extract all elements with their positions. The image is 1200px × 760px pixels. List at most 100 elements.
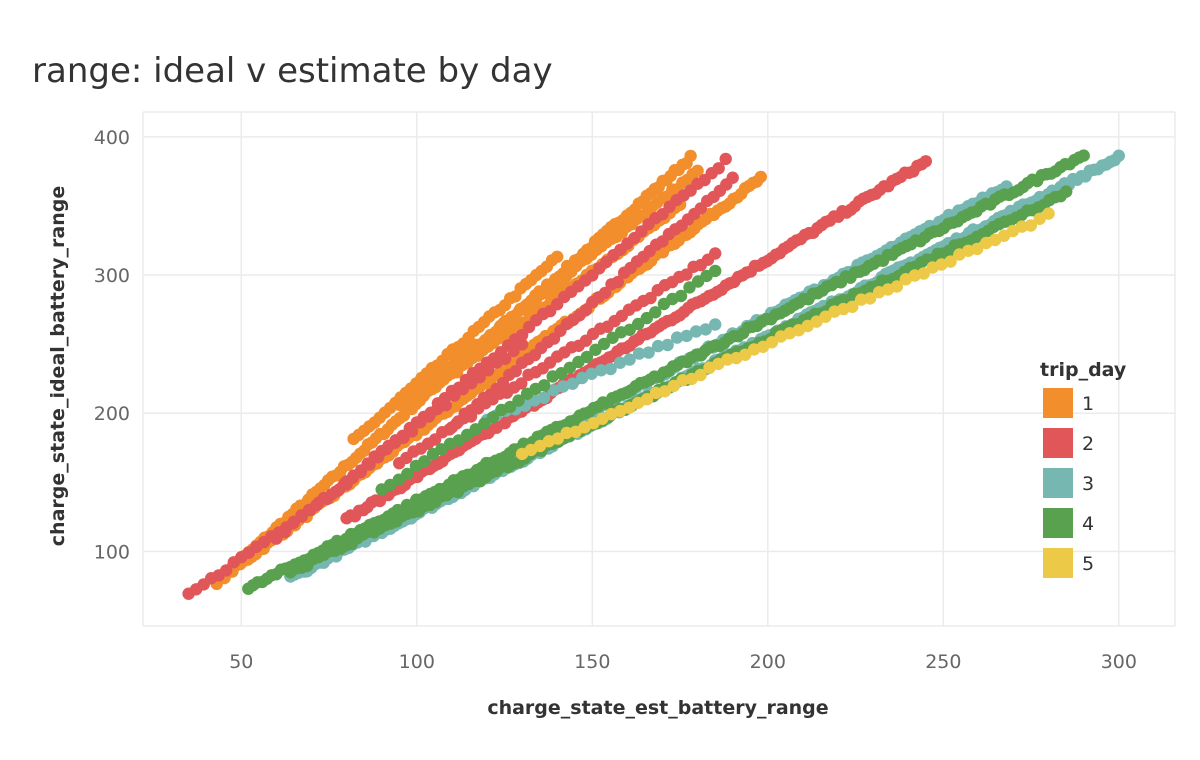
data-point [575,371,589,385]
data-point [684,149,697,163]
data-point [917,267,930,280]
legend-label-1: 1 [1082,393,1094,415]
data-point [667,379,680,393]
legend-label-5: 5 [1082,553,1094,575]
data-point [623,353,636,366]
data-point [371,451,385,464]
data-point [680,329,693,343]
x-tick-label: 300 [1101,651,1137,673]
data-points [182,149,1126,600]
y-axis-label: charge_state_ideal_battery_range [47,186,69,546]
data-point [919,155,932,168]
data-point [295,510,308,523]
data-point [642,346,655,359]
data-point [538,379,551,392]
legend-swatch-2 [1043,428,1073,458]
data-point [1060,185,1073,198]
data-point [551,250,564,263]
legend-title: trip_day [1040,359,1127,381]
y-tick-label: 100 [94,541,130,563]
data-point [611,275,624,289]
data-point [287,517,300,530]
data-point [270,532,283,545]
data-point [556,380,570,393]
data-point [397,431,410,445]
data-point [499,352,512,365]
data-point [422,410,436,423]
data-point [478,417,491,430]
data-point [680,268,693,281]
data-point [670,331,684,344]
data-point [304,503,317,517]
data-point [486,411,500,424]
data-point [482,364,495,377]
data-point [1112,149,1126,162]
data-point [709,247,722,260]
series-day-5 [515,207,1055,461]
data-point [819,310,832,323]
data-point [380,443,393,456]
data-point [640,393,654,406]
data-point [651,339,665,353]
legend-swatch-4 [1043,508,1073,538]
data-point [448,389,461,402]
data-point [597,337,611,351]
data-point [765,336,779,349]
data-point [890,280,904,293]
data-point [1042,207,1055,220]
data-point [503,400,517,414]
data-point [691,164,704,177]
data-point [473,371,486,384]
data-point [661,338,674,352]
axis-ticks: 50 100 150 200 250 300 100 200 300 400 [94,127,1137,673]
data-point [346,471,359,485]
data-point [537,391,551,404]
legend-label-4: 4 [1082,513,1094,535]
data-point [658,385,672,398]
data-point [726,171,739,184]
legend-label-2: 2 [1082,433,1094,455]
data-point [1077,149,1090,162]
y-tick-label: 200 [94,403,130,425]
data-point [512,394,525,407]
data-point [846,300,859,313]
data-point [321,492,334,506]
data-point [515,377,528,390]
x-axis-label: charge_state_est_battery_range [487,697,828,719]
data-point [566,377,579,390]
data-point [754,170,767,184]
data-point [739,348,752,361]
legend-swatch-5 [1043,548,1073,578]
data-point [719,152,732,166]
data-point [551,432,564,445]
legend-label-3: 3 [1082,473,1094,495]
data-point [613,356,627,369]
data-point [709,318,722,331]
data-point [863,292,877,305]
legend-swatch-3 [1043,468,1073,498]
y-tick-label: 400 [94,127,130,149]
x-tick-label: 200 [750,651,786,673]
data-point [363,458,376,471]
data-point [439,399,452,412]
y-tick-label: 300 [94,265,130,287]
data-point [971,242,984,256]
x-tick-label: 150 [574,651,610,673]
data-point [594,364,608,377]
data-point [674,289,688,303]
data-point [694,368,707,382]
data-point [418,455,431,468]
data-point [515,338,529,351]
data-point [509,365,522,378]
data-point [278,525,292,539]
data-point [689,325,703,338]
data-point [604,362,617,376]
data-point [712,162,725,175]
data-point [401,467,414,481]
data-point [709,264,722,278]
chart-title: range: ideal v estimate by day [32,51,553,91]
data-point [1024,219,1038,232]
x-tick-label: 250 [925,651,961,673]
data-point [632,347,646,360]
data-point [598,286,612,300]
